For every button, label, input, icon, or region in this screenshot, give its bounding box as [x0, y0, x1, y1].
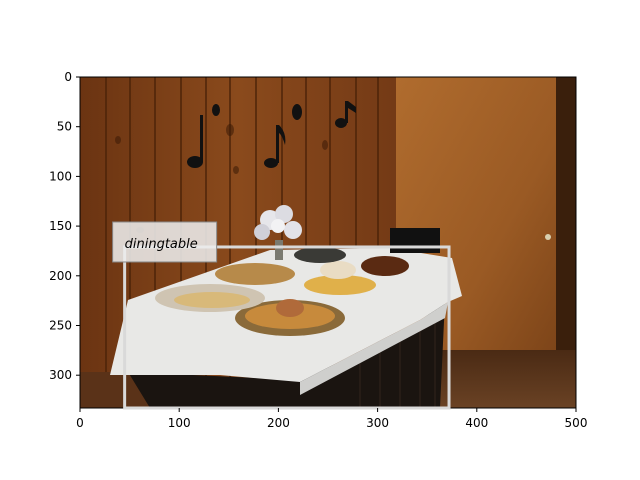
- photo: [80, 77, 576, 408]
- platter-back: [294, 247, 346, 263]
- y-tick-label: 0: [64, 70, 72, 84]
- door-frame-shadow: [556, 77, 576, 408]
- bounding-box-label: diningtable: [125, 237, 198, 252]
- music-note-icon: [187, 156, 203, 168]
- music-note-decorations: [187, 101, 356, 168]
- door-knob-icon: [545, 234, 551, 240]
- music-note-icon: [264, 158, 278, 168]
- bowl-dip: [320, 261, 356, 279]
- bowl-chips: [304, 275, 376, 295]
- x-tick-label: 500: [565, 416, 588, 430]
- x-tick-label: 100: [168, 416, 191, 430]
- x-tick-label: 0: [76, 416, 84, 430]
- utensil-holder: [390, 228, 440, 253]
- detection-annotation: diningtable: [112, 221, 451, 410]
- x-tick-label: 200: [267, 416, 290, 430]
- y-axis: 0 50 100 150 200 250 300: [49, 70, 80, 382]
- y-tick-label: 50: [57, 120, 72, 134]
- bounding-box-label-background: [112, 221, 218, 263]
- table-skirt: [128, 300, 445, 408]
- music-note-icon: [335, 118, 347, 128]
- y-tick-label: 250: [49, 318, 72, 332]
- x-tick-label: 300: [366, 416, 389, 430]
- y-tick-label: 200: [49, 269, 72, 283]
- skirt-fringe: [359, 315, 436, 408]
- food-platters: [155, 228, 440, 336]
- serving-dish-dark: [361, 256, 409, 276]
- platter-appetizers: [215, 263, 295, 285]
- guitar-decoration-icon: [292, 104, 302, 120]
- bounding-box: [123, 245, 451, 410]
- y-tick-label: 300: [49, 368, 72, 382]
- x-axis: 0 100 200 300 400 500: [76, 408, 587, 430]
- tablecloth-fold: [300, 302, 448, 395]
- flower-centerpiece: [254, 205, 302, 260]
- sauce-bowl: [276, 299, 304, 317]
- x-tick-label: 400: [465, 416, 488, 430]
- y-tick-label: 100: [49, 169, 72, 183]
- y-tick-label: 150: [49, 219, 72, 233]
